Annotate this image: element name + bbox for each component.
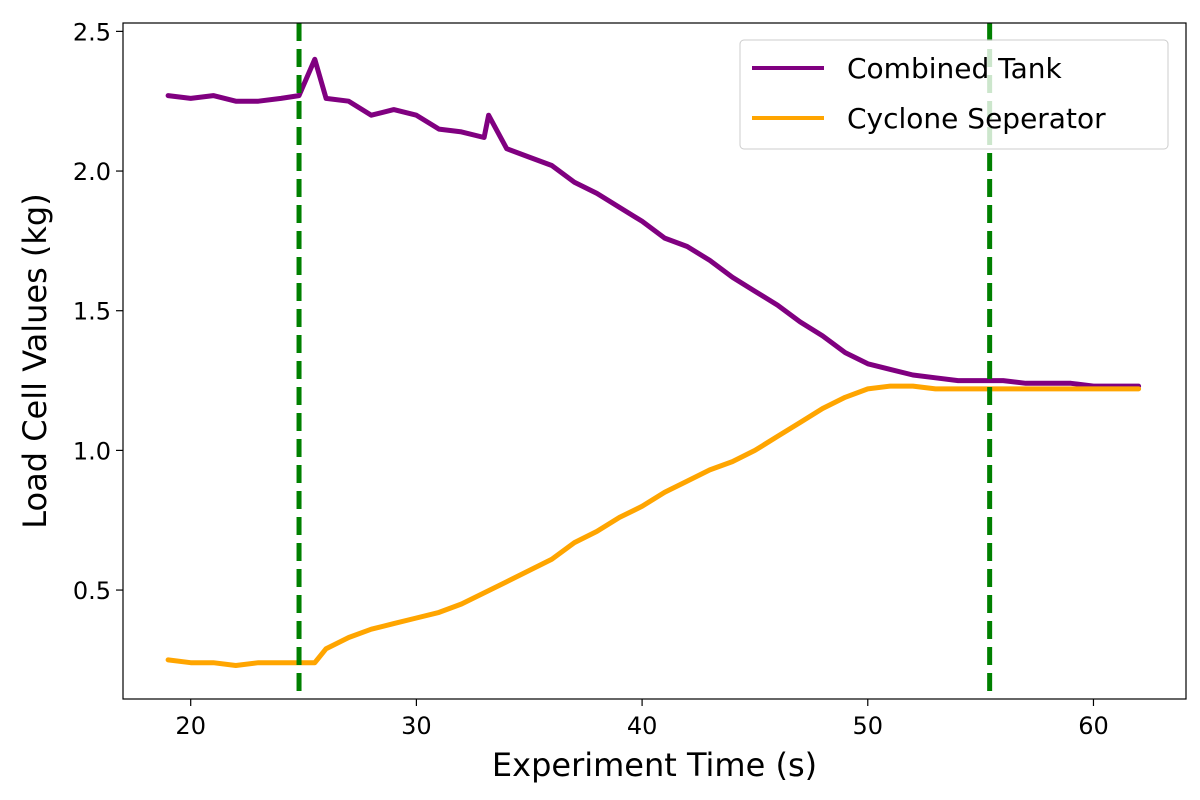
- y-tick-label: 2.0: [73, 158, 111, 186]
- x-tick-label: 60: [1078, 712, 1109, 740]
- legend-label-combined-tank: Combined Tank: [847, 52, 1063, 85]
- y-tick-label: 0.5: [73, 577, 111, 605]
- x-tick-label: 30: [401, 712, 432, 740]
- legend-box: [739, 39, 1169, 150]
- x-tick-label: 20: [175, 712, 206, 740]
- y-axis-label: Load Cell Values (kg): [16, 193, 54, 528]
- axes-frame: [122, 22, 1187, 700]
- legend: Combined Tank Cyclone Seperator: [739, 39, 1169, 150]
- legend-label-cyclone-seperator: Cyclone Seperator: [847, 102, 1106, 135]
- series-line-combined-tank: [165, 56, 1142, 389]
- x-axis-label: Experiment Time (s): [492, 746, 817, 784]
- x-tick-label: 50: [853, 712, 884, 740]
- series-layer: [165, 56, 1142, 668]
- x-tick-label: 40: [627, 712, 658, 740]
- y-axis-ticks: 0.5 1.0 1.5 2.0 2.5: [73, 18, 123, 605]
- y-tick-label: 1.5: [73, 298, 111, 326]
- y-tick-label: 1.0: [73, 437, 111, 465]
- series-line-cyclone-seperator: [165, 383, 1142, 668]
- x-axis-ticks: 20 30 40 50 60: [175, 699, 1109, 740]
- y-tick-label: 2.5: [73, 18, 111, 46]
